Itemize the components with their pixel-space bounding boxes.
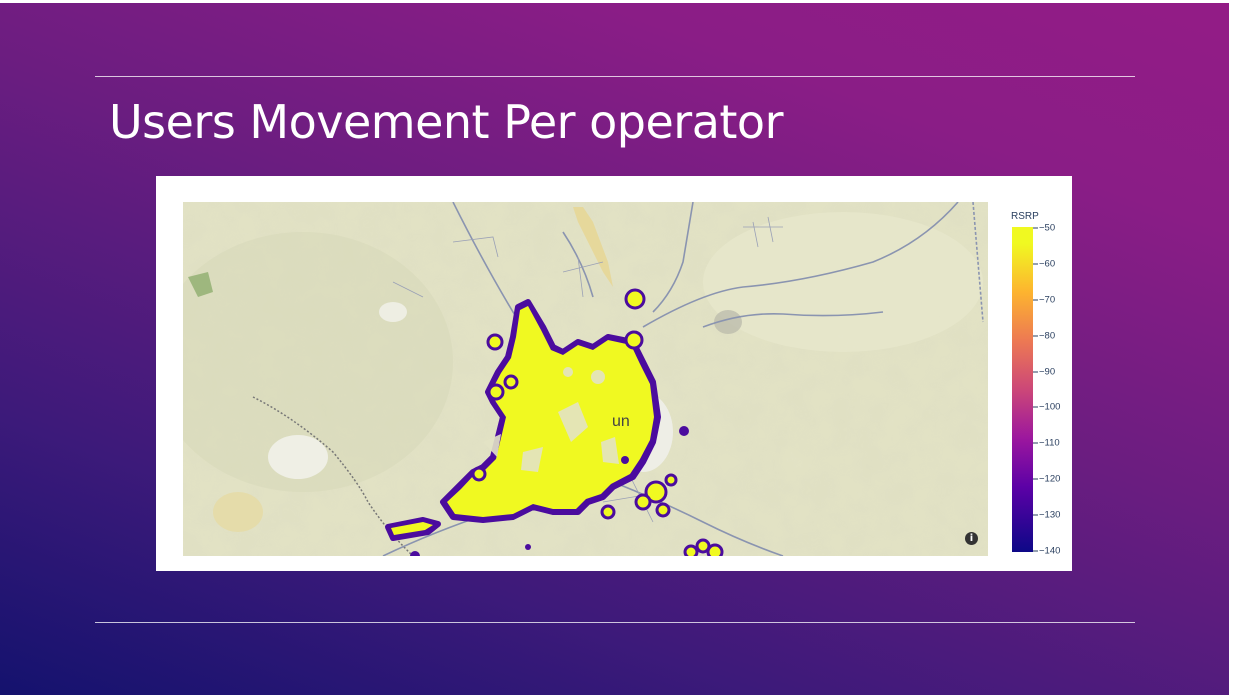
plain-area bbox=[703, 212, 983, 352]
info-icon[interactable]: i bbox=[965, 532, 978, 545]
map-place-label: un bbox=[612, 413, 630, 430]
ridge-line bbox=[252, 396, 414, 556]
sand-strip bbox=[573, 207, 613, 287]
green-patch bbox=[188, 272, 213, 297]
sand-patch bbox=[213, 492, 263, 532]
density-map[interactable]: un i bbox=[183, 202, 988, 556]
colorbar-tick-label: −130 bbox=[1033, 510, 1060, 521]
lake-area bbox=[714, 310, 742, 334]
colorbar-tick-label: −140 bbox=[1033, 546, 1060, 557]
slide: Users Movement Per operator bbox=[0, 3, 1229, 695]
colorbar-tick-label: −100 bbox=[1033, 402, 1060, 413]
colorbar-tick-label: −60 bbox=[1033, 258, 1055, 269]
map-svg bbox=[183, 202, 988, 556]
colorbar-tick-label: −90 bbox=[1033, 366, 1055, 377]
colorbar-tick-label: −110 bbox=[1033, 438, 1060, 449]
map-figure: un i RSRP −50 −60 −70 −80 −90 −100 −110 −120 −13… bbox=[156, 176, 1072, 571]
road-network bbox=[382, 202, 984, 556]
colorbar bbox=[1012, 227, 1033, 552]
slide-title: Users Movement Per operator bbox=[109, 95, 783, 149]
hill-area bbox=[183, 232, 453, 492]
top-divider bbox=[95, 76, 1135, 77]
heat-layer bbox=[385, 288, 724, 556]
urban-patch bbox=[268, 435, 328, 479]
colorbar-tick-label: −50 bbox=[1033, 223, 1055, 234]
colorbar-tick-label: −120 bbox=[1033, 474, 1060, 485]
urban-patch bbox=[379, 302, 407, 322]
colorbar-tick-label: −80 bbox=[1033, 330, 1055, 341]
colorbar-title: RSRP bbox=[1011, 211, 1039, 222]
bottom-divider bbox=[95, 622, 1135, 623]
colorbar-tick-label: −70 bbox=[1033, 294, 1055, 305]
